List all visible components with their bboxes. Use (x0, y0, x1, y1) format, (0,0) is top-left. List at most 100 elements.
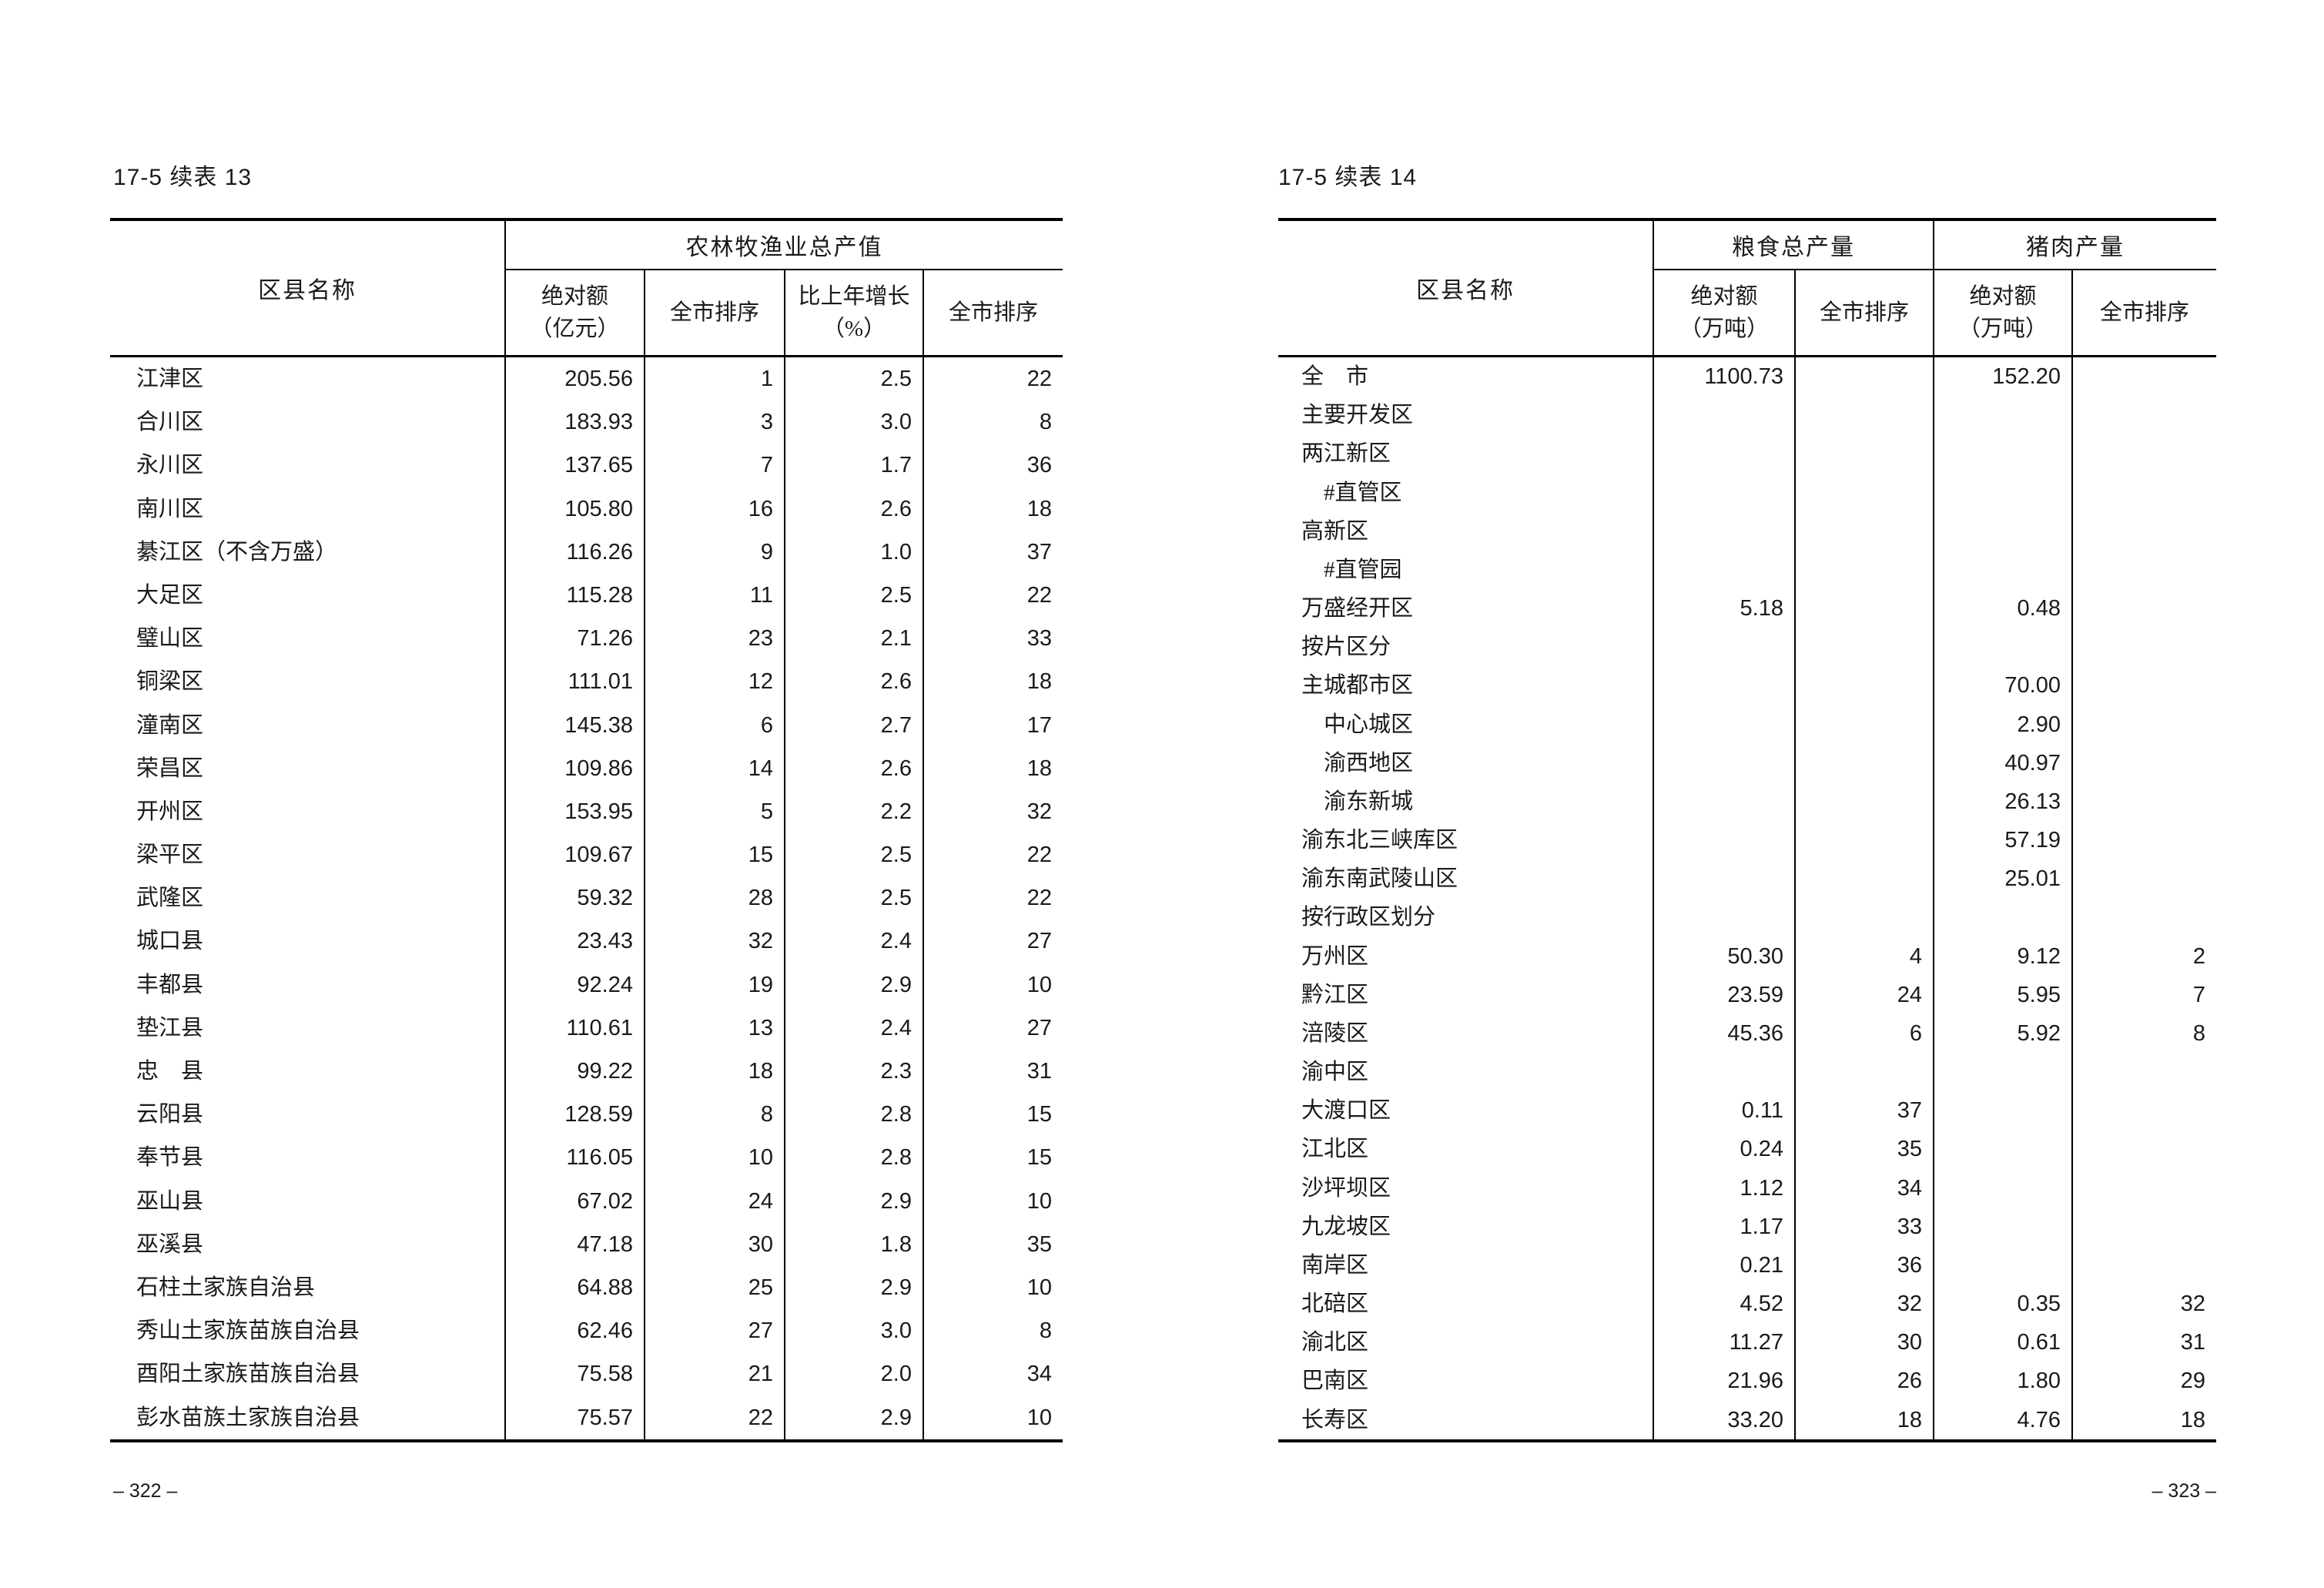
district-name-cell: 按行政区划分 (1301, 905, 1436, 930)
value-cell: 2.7 (784, 703, 923, 747)
value-cell: 22 (923, 876, 1063, 920)
value-cell: 50.30 (1653, 936, 1794, 976)
value-cell: 116.05 (504, 1136, 644, 1180)
district-name-cell: 武隆区 (136, 886, 204, 911)
table-row: 渝东北三峡库区 57.19 (1278, 821, 2216, 860)
table-row: 彭水苗族土家族自治县 75.57 22 2.9 10 (110, 1395, 1063, 1439)
value-cell: 25 (644, 1265, 784, 1310)
value-cell (1794, 821, 1933, 860)
header-line: （亿元） (530, 317, 620, 341)
value-cell: 75.58 (504, 1352, 644, 1396)
value-cell: 18 (923, 487, 1063, 531)
district-name-cell: 丰都县 (136, 972, 204, 997)
district-name-cell: 长寿区 (1301, 1407, 1369, 1432)
value-cell: 2.6 (784, 487, 923, 531)
value-cell (2071, 705, 2216, 744)
value-cell (1653, 821, 1794, 860)
district-name-cell: 垫江县 (136, 1015, 204, 1040)
table-row: 城口县 23.43 32 2.4 27 (110, 920, 1063, 963)
value-cell: 16 (644, 487, 784, 531)
value-cell: 128.59 (504, 1093, 644, 1137)
table-row: 云阳县 128.59 8 2.8 15 (110, 1093, 1063, 1137)
value-cell: 0.11 (1653, 1091, 1794, 1131)
table-row: 丰都县 92.24 19 2.9 10 (110, 963, 1063, 1007)
district-name-cell: 渝东北三峡库区 (1301, 828, 1458, 853)
value-cell (1794, 511, 1933, 551)
value-cell: 62.46 (504, 1309, 644, 1353)
table-row: 梁平区 109.67 15 2.5 22 (110, 833, 1063, 877)
table-row: 长寿区 33.20 18 4.76 18 (1278, 1400, 2216, 1439)
value-cell: 137.65 (504, 444, 644, 487)
value-cell: 30 (644, 1222, 784, 1266)
value-cell: 0.35 (1933, 1285, 2071, 1324)
value-cell: 1.12 (1653, 1168, 1794, 1208)
value-cell: 27 (923, 920, 1063, 963)
value-cell: 33.20 (1653, 1400, 1794, 1439)
value-cell (1933, 628, 2071, 667)
value-cell: 7 (644, 444, 784, 487)
value-cell: 109.67 (504, 833, 644, 877)
value-cell: 1.17 (1653, 1207, 1794, 1246)
value-cell (1653, 396, 1794, 435)
header-line: 全市排序 (1819, 300, 1909, 325)
value-cell (1933, 1130, 2071, 1169)
value-cell: 14 (644, 746, 784, 790)
value-cell: 34 (923, 1352, 1063, 1396)
value-cell: 17 (923, 703, 1063, 747)
value-cell: 22 (923, 357, 1063, 401)
value-cell: 15 (923, 1093, 1063, 1137)
table-row: 武隆区 59.32 28 2.5 22 (110, 876, 1063, 920)
column-header-cell: 绝对额 （万吨） (1653, 270, 1794, 355)
value-cell (1794, 782, 1933, 822)
value-cell: 152.20 (1933, 357, 2071, 397)
value-cell: 110.61 (504, 1006, 644, 1050)
value-cell: 2.5 (784, 876, 923, 920)
value-cell: 4.76 (1933, 1400, 2071, 1439)
table-row: 渝东南武陵山区 25.01 (1278, 859, 2216, 899)
header-line: 绝对额 (1690, 284, 1758, 309)
value-cell: 2.8 (784, 1093, 923, 1137)
value-cell: 1100.73 (1653, 357, 1794, 397)
district-name-cell: 黔江区 (1301, 982, 1369, 1007)
header-line: （万吨） (1957, 317, 2048, 341)
group-header-cell: 猪肉产量 (1933, 221, 2216, 270)
district-name-cell: 大渡口区 (1301, 1098, 1391, 1124)
value-cell: 35 (1794, 1130, 1933, 1169)
value-cell (1794, 550, 1933, 590)
value-cell (2071, 396, 2216, 435)
value-cell (1933, 1053, 2071, 1092)
value-cell (2071, 589, 2216, 628)
value-cell: 26 (1794, 1362, 1933, 1401)
district-name-cell: 万州区 (1301, 943, 1369, 969)
stats-table-left: 区县名称 农林牧渔业总产值 绝对额 （亿元） 全市排序 比上年增长 （%） 全市排序 江津区… (110, 218, 1063, 1442)
value-cell (2071, 1207, 2216, 1246)
district-name-cell: 合川区 (136, 410, 204, 435)
value-cell: 59.32 (504, 876, 644, 920)
value-cell: 105.80 (504, 487, 644, 531)
value-cell: 64.88 (504, 1265, 644, 1310)
value-cell: 116.26 (504, 530, 644, 574)
value-cell: 8 (2071, 1013, 2216, 1054)
value-cell (1933, 396, 2071, 435)
column-header-cell: 比上年增长 （%） (784, 270, 923, 355)
district-name-cell: 大足区 (136, 582, 204, 608)
table-row: 荣昌区 109.86 14 2.6 18 (110, 746, 1063, 790)
value-cell: 35 (923, 1222, 1063, 1266)
district-name-cell: 全 市 (1301, 364, 1369, 389)
header-line: 全市排序 (2099, 300, 2189, 325)
value-cell (2071, 511, 2216, 551)
value-cell: 33 (1794, 1207, 1933, 1246)
table-row: 北碚区 4.52 32 0.35 32 (1278, 1285, 2216, 1324)
table-row: 垫江县 110.61 13 2.4 27 (110, 1006, 1063, 1050)
value-cell: 5 (644, 789, 784, 834)
value-cell (1794, 743, 1933, 782)
value-cell: 3.0 (784, 400, 923, 444)
table-row: 铜梁区 111.01 12 2.6 18 (110, 660, 1063, 704)
column-header-cell: 绝对额 （万吨） (1933, 270, 2071, 355)
table-row: 奉节县 116.05 10 2.8 15 (110, 1136, 1063, 1180)
value-cell: 37 (1794, 1091, 1933, 1131)
table-row: 石柱土家族自治县 64.88 25 2.9 10 (110, 1265, 1063, 1310)
value-cell (1653, 434, 1794, 474)
value-cell (2071, 859, 2216, 899)
value-cell (2071, 473, 2216, 512)
